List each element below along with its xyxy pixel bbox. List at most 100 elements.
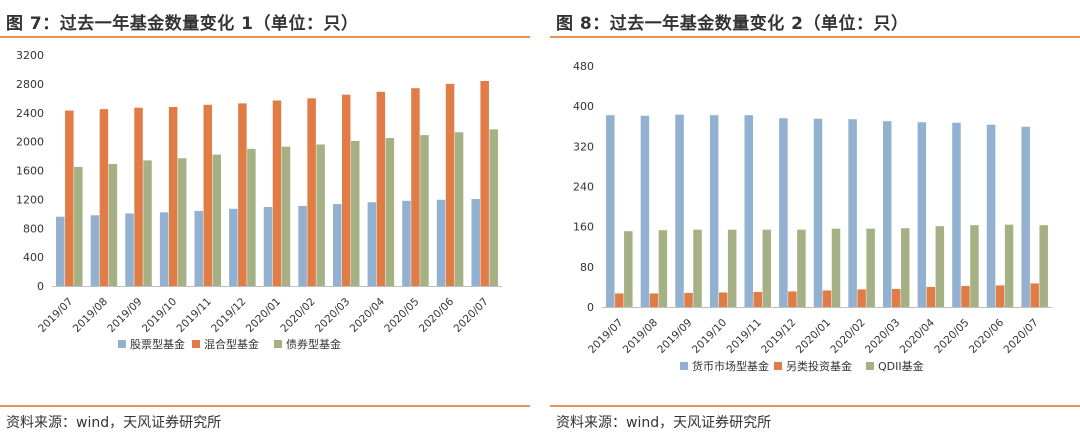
bar-chart-fund-count-2: 0801602403204004802019/072019/082019/092…	[573, 60, 1052, 373]
legend-swatch	[274, 340, 282, 348]
x-tick-label: 2019/12	[759, 317, 798, 356]
bar-3	[1039, 225, 1048, 307]
bar-1	[471, 199, 480, 286]
bar-1	[90, 215, 100, 286]
legend-swatch	[866, 362, 874, 370]
bar-1	[298, 205, 307, 286]
bar-3	[935, 226, 945, 307]
source-divider	[550, 405, 1080, 407]
bar-2	[99, 109, 109, 286]
y-tick-label: 80	[580, 261, 594, 274]
bar-1	[402, 200, 411, 286]
bar-1	[56, 216, 65, 286]
bar-2	[411, 88, 420, 286]
legend-swatch	[774, 362, 782, 370]
bar-3	[74, 166, 83, 286]
bar-2	[307, 98, 316, 286]
bar-1	[229, 208, 238, 286]
x-tick-label: 2019/09	[655, 317, 694, 356]
bar-3	[385, 138, 395, 286]
bar-2	[718, 292, 728, 307]
x-tick-label: 2020/02	[828, 317, 867, 356]
bar-1	[332, 204, 342, 286]
x-tick-label: 2020/05	[932, 317, 971, 356]
bar-2	[341, 94, 351, 286]
bar-2	[445, 83, 455, 286]
title-divider	[550, 36, 1080, 38]
title-divider	[0, 36, 530, 38]
bar-1	[640, 115, 650, 307]
bar-1	[1021, 126, 1030, 308]
bar-2	[961, 285, 970, 307]
source-note: 资料来源：wind，天风证券研究所	[556, 415, 772, 431]
legend-label: 货币市场型基金	[692, 359, 769, 373]
bar-3	[797, 229, 806, 307]
x-tick-label: 2019/10	[140, 296, 179, 335]
legend-label: 债券型基金	[286, 337, 341, 351]
legend-label: 股票型基金	[130, 337, 185, 351]
bar-1	[125, 213, 134, 286]
y-tick-label: 320	[573, 140, 594, 153]
legend-label: 混合型基金	[204, 337, 259, 351]
bar-1	[194, 210, 204, 286]
chart-panel-right: 图 8：过去一年基金数量变化 2（单位：只） 0 80 160 240 320 400 48…	[550, 0, 1080, 441]
bar-2	[203, 104, 213, 286]
y-tick-label: 480	[573, 60, 594, 73]
bar-1	[744, 115, 754, 308]
y-tick-label: 800	[23, 222, 44, 235]
x-tick-label: 2020/04	[348, 295, 388, 335]
x-tick-label: 2019/07	[586, 317, 625, 356]
y-tick-label: 400	[573, 100, 594, 113]
x-tick-label: 2020/07	[1001, 317, 1040, 356]
bar-2	[995, 285, 1005, 307]
x-tick-label: 2020/02	[278, 296, 317, 335]
bar-2	[615, 293, 624, 307]
bar-3	[350, 140, 360, 286]
x-tick-label: 2019/08	[71, 296, 110, 335]
bar-1	[813, 118, 823, 307]
bar-3	[247, 148, 256, 286]
x-tick-label: 2019/10	[690, 317, 729, 356]
bar-1	[367, 202, 377, 286]
x-tick-label: 2019/09	[105, 296, 144, 335]
bar-2	[65, 110, 74, 286]
legend-label: QDII基金	[878, 359, 924, 373]
x-tick-label: 2019/11	[725, 317, 764, 356]
bar-1	[779, 118, 788, 307]
bar-1	[436, 199, 446, 286]
bar-2	[822, 290, 832, 307]
bar-1	[159, 212, 169, 286]
y-tick-label: 2000	[16, 136, 44, 149]
bar-1	[606, 115, 615, 308]
x-tick-label: 2020/07	[451, 296, 490, 335]
y-tick-label: 240	[573, 181, 594, 194]
y-tick-label: 1600	[16, 165, 44, 178]
bar-3	[143, 160, 152, 286]
bar-1	[263, 206, 273, 286]
bar-3	[454, 132, 464, 286]
bar-chart-fund-count-1: 04008001200160020002400280032002019/0720…	[16, 49, 502, 351]
bar-1	[882, 121, 892, 308]
bar-3	[281, 146, 291, 286]
chart-title: 图 7：过去一年基金数量变化 1（单位：只）	[6, 14, 359, 34]
bar-2	[134, 107, 143, 287]
bar-1	[952, 122, 961, 308]
legend-swatch	[118, 340, 126, 348]
bar-3	[624, 231, 633, 307]
bar-3	[900, 228, 910, 307]
bar-2	[480, 80, 489, 286]
bar-1	[917, 122, 927, 307]
x-tick-label: 2020/01	[244, 296, 283, 335]
x-tick-label: 2019/12	[209, 296, 248, 335]
bar-3	[212, 154, 222, 286]
bar-1	[709, 115, 719, 308]
y-tick-label: 1200	[16, 193, 44, 206]
x-tick-label: 2020/03	[313, 296, 352, 335]
bar-2	[1030, 283, 1039, 307]
y-tick-label: 400	[23, 251, 44, 264]
bar-3	[970, 225, 979, 307]
bar-1	[986, 124, 996, 308]
bar-3	[693, 229, 702, 307]
y-tick-label: 0	[37, 280, 44, 293]
x-tick-label: 2019/08	[621, 317, 660, 356]
